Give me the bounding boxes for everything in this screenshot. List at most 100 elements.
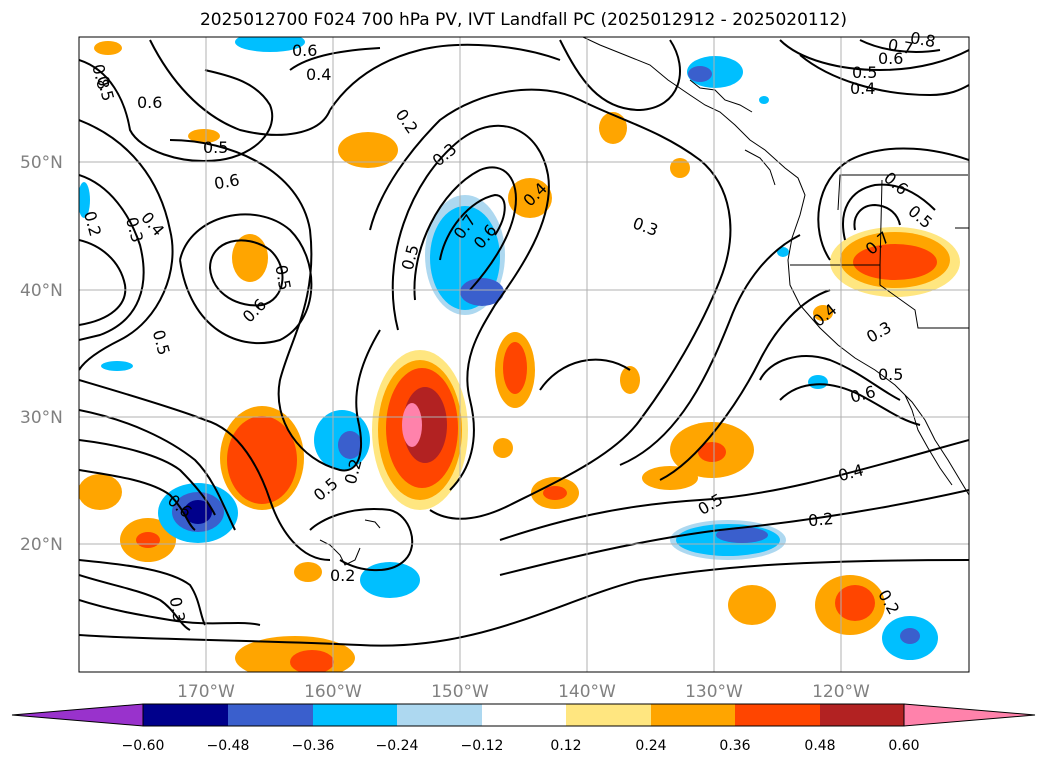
shade-positive bbox=[493, 438, 513, 458]
contour-line bbox=[499, 489, 969, 576]
contour-line bbox=[79, 439, 216, 516]
colorbar-tick-label: −0.48 bbox=[207, 738, 250, 754]
contour-line bbox=[79, 119, 174, 371]
contour-line bbox=[79, 409, 236, 531]
coastlines bbox=[319, 37, 969, 566]
colorbar-segment bbox=[735, 704, 820, 726]
contour-line bbox=[79, 469, 196, 531]
shade-positive bbox=[188, 129, 220, 143]
shade-negative bbox=[360, 562, 420, 598]
shade-positive bbox=[79, 474, 122, 510]
contour-line bbox=[169, 139, 381, 472]
contour-line bbox=[619, 234, 801, 466]
shade-negative bbox=[777, 247, 789, 257]
shade-positive bbox=[698, 442, 726, 462]
contour-line bbox=[853, 203, 901, 231]
map-panel: 0.8 0.6 0.6 0.4 0.2 0.5 0.6 0.4 0.3 0.2 … bbox=[20, 28, 970, 702]
colorbar-tick-label: −0.36 bbox=[292, 738, 335, 754]
contour-line bbox=[79, 599, 261, 626]
coastline-vancouver-island bbox=[744, 149, 776, 186]
shade-negative bbox=[235, 37, 305, 52]
contour-line bbox=[79, 174, 145, 341]
shade-positive bbox=[599, 112, 627, 144]
contour-line bbox=[79, 559, 969, 647]
contour-label: 0.4 bbox=[306, 65, 331, 84]
latitude-labels: 50°N 40°N 30°N 20°N bbox=[20, 153, 63, 555]
colorbar-segment bbox=[397, 704, 482, 726]
contour-line bbox=[79, 239, 127, 326]
coastline-baja bbox=[904, 394, 953, 486]
shade-negative bbox=[688, 66, 712, 82]
contour-label: 0.6 bbox=[213, 170, 241, 193]
contour-label: 0.5 bbox=[852, 63, 877, 82]
border-state-2 bbox=[879, 265, 969, 329]
contour-line bbox=[289, 47, 381, 71]
lon-label: 120°W bbox=[812, 682, 870, 702]
shade-positive bbox=[402, 403, 422, 447]
lat-label: 50°N bbox=[20, 153, 63, 173]
colorbar-ticks: −0.60 −0.48 −0.36 −0.24 −0.12 0.12 0.24 … bbox=[122, 738, 920, 754]
lon-label: 150°W bbox=[431, 682, 489, 702]
gridlines bbox=[79, 37, 969, 672]
shade-positive bbox=[853, 244, 937, 280]
shade-positive bbox=[670, 158, 690, 178]
shade-negative bbox=[808, 375, 828, 389]
lat-label: 40°N bbox=[20, 281, 63, 301]
contour-line bbox=[79, 379, 331, 561]
shade-positive bbox=[813, 305, 833, 321]
coastline-hawaii-2 bbox=[364, 519, 381, 529]
contour-line bbox=[659, 289, 831, 481]
contour-line bbox=[179, 213, 313, 345]
shade-positive bbox=[728, 585, 776, 625]
border-canada-us bbox=[837, 174, 968, 211]
shade-negative bbox=[460, 278, 504, 306]
contour-line bbox=[439, 193, 506, 261]
contour-line bbox=[208, 239, 284, 307]
contour-line bbox=[842, 183, 936, 241]
contour-label: 0.5 bbox=[271, 263, 294, 291]
shade-positive bbox=[338, 132, 398, 168]
shade-negative bbox=[101, 361, 133, 371]
shade-positive bbox=[508, 178, 552, 218]
shade-negative bbox=[338, 431, 362, 459]
colorbar-tick-label: 0.36 bbox=[719, 738, 750, 754]
colorbar-segment bbox=[228, 704, 313, 726]
colorbar: −0.60 −0.48 −0.36 −0.24 −0.12 0.12 0.24 … bbox=[11, 703, 1036, 754]
contour-line bbox=[499, 439, 969, 541]
contour-line bbox=[559, 39, 681, 112]
colorbar-frame bbox=[142, 703, 905, 727]
contour-line bbox=[391, 124, 550, 491]
colorbar-segment bbox=[566, 704, 651, 726]
shade-positive bbox=[620, 366, 640, 394]
contour-line bbox=[329, 43, 561, 111]
shade-negative bbox=[79, 182, 90, 218]
contour-line bbox=[369, 88, 732, 520]
contour-label: 0.6 bbox=[137, 93, 162, 112]
colorbar-segment bbox=[820, 704, 904, 726]
contour-label: 0.6 bbox=[292, 41, 317, 60]
map-frame bbox=[78, 36, 970, 673]
contour-line bbox=[817, 147, 969, 261]
colorbar-segment bbox=[143, 704, 228, 726]
contour-label: 0.2 bbox=[330, 566, 355, 585]
contour-label: 0.4 bbox=[850, 79, 875, 98]
colorbar-segment bbox=[313, 704, 397, 726]
contour-line bbox=[413, 166, 517, 301]
coastline-north-america bbox=[582, 37, 969, 496]
colorbar-segment bbox=[651, 704, 735, 726]
colorbar-tick-label: −0.12 bbox=[461, 738, 504, 754]
shade-positive bbox=[94, 41, 122, 55]
colorbar-extend-min bbox=[11, 703, 144, 727]
shade-negative bbox=[759, 96, 769, 104]
contour-label: 0.6 bbox=[878, 49, 903, 68]
shade-positive bbox=[232, 234, 268, 282]
shade-positive bbox=[835, 585, 875, 621]
contour-label: 0.8 bbox=[909, 28, 937, 51]
pc-shading bbox=[79, 37, 960, 672]
colorbar-extend-max bbox=[903, 703, 1036, 727]
colorbar-segment bbox=[482, 704, 566, 726]
pv-contours bbox=[79, 39, 969, 647]
colorbar-tick-label: 0.24 bbox=[635, 738, 666, 754]
figure-title: 2025012700 F024 700 hPa PV, IVT Landfall… bbox=[199, 10, 847, 30]
